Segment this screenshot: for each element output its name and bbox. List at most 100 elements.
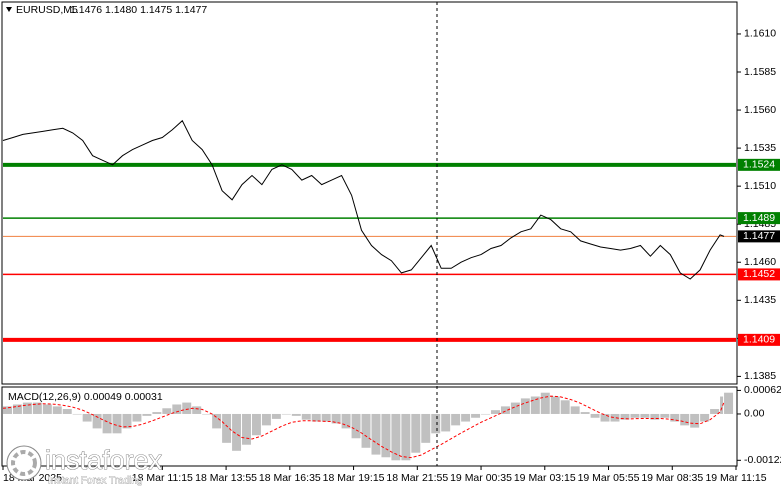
histogram-bar <box>212 413 222 429</box>
histogram-bar <box>82 413 92 422</box>
histogram-bar <box>720 396 724 414</box>
y-tick-label: 0.00 <box>744 408 765 420</box>
level-label: 1.1452 <box>743 268 775 280</box>
macd-frame <box>1 386 738 467</box>
price-line <box>2 119 725 280</box>
histogram-bar <box>301 413 311 420</box>
x-tick-label: 18 Mar 16:35 <box>259 472 321 484</box>
histogram-bar <box>401 413 411 461</box>
histogram-bar <box>381 413 391 458</box>
histogram-bar <box>510 402 520 414</box>
layers: 1.16101.15851.15601.15351.15101.14851.14… <box>2 28 781 484</box>
histogram-bar <box>72 413 82 415</box>
level-label-box <box>738 333 780 346</box>
histogram-bar <box>500 406 510 414</box>
histogram-bar <box>311 413 321 422</box>
y-tick-label: 1.1560 <box>744 104 776 116</box>
histogram-bar <box>441 413 451 432</box>
level-label: 1.1524 <box>743 159 775 171</box>
x-tick-label: 18 Mar 19:15 <box>323 472 385 484</box>
histogram-bar <box>610 413 620 422</box>
level-label-box <box>738 158 780 171</box>
histogram-bar <box>540 392 550 414</box>
histogram-bar <box>391 413 401 461</box>
histogram-bar <box>202 413 212 415</box>
histogram-bar <box>680 413 690 426</box>
last-price-box <box>738 230 780 243</box>
histogram-bar <box>670 413 680 422</box>
main-frame <box>1 1 738 385</box>
x-tick-label: 18 Mar 13:55 <box>195 472 257 484</box>
histogram-bar <box>520 398 530 414</box>
histogram-bar <box>341 413 351 429</box>
y-tick-label: -0.00122 <box>744 454 781 466</box>
level-label: 1.1409 <box>743 334 775 346</box>
histogram-bar <box>451 413 461 426</box>
menu-triangle <box>6 7 12 12</box>
y-tick-label: 1.1460 <box>744 256 776 268</box>
x-tick-label: 19 Mar 05:55 <box>578 472 640 484</box>
histogram-bar <box>640 413 650 418</box>
histogram-bar <box>351 413 361 439</box>
histogram-bar <box>471 413 481 418</box>
histogram-bar <box>530 396 540 414</box>
y-tick-label: 1.1585 <box>744 66 776 78</box>
level-label-box <box>738 212 780 225</box>
histogram-bar <box>152 412 162 414</box>
x-tick-label: 19 Mar 03:15 <box>514 472 576 484</box>
histogram-bar <box>620 413 630 420</box>
signal-line <box>2 395 725 459</box>
histogram-bar <box>371 413 381 455</box>
x-tick-label: 19 Mar 08:35 <box>641 472 703 484</box>
histogram-bar <box>92 413 102 429</box>
logo: instaforex Instant Forex Trading <box>6 445 163 487</box>
histogram-bar <box>560 400 570 414</box>
level-label-box <box>738 268 780 281</box>
histogram-bar <box>112 413 122 434</box>
histogram-bar <box>62 409 72 414</box>
x-tick-label: 18 Mar 11:15 <box>132 472 193 484</box>
histogram-bar <box>281 413 291 415</box>
x-tick-label: 18 Mar 21:55 <box>386 472 448 484</box>
histogram-bar <box>321 413 331 422</box>
histogram-bar <box>361 413 371 448</box>
ohlc: 1.1476 1.1480 1.1475 1.1477 <box>70 4 207 16</box>
last-price-label: 1.1477 <box>743 230 775 242</box>
y-tick-label: 1.1510 <box>744 180 776 192</box>
histogram-bar <box>291 413 301 416</box>
histogram-bar <box>590 413 600 418</box>
histogram-bar <box>132 413 142 422</box>
histogram-bar <box>700 413 710 422</box>
y-tick-label: 1.1535 <box>744 142 776 154</box>
histogram-bar <box>491 410 500 414</box>
histogram-bar <box>261 413 271 426</box>
x-tick-label: 19 Mar 11:15 <box>705 472 766 484</box>
histogram-bar <box>222 413 232 443</box>
histogram-bar <box>411 413 421 453</box>
histogram-bar <box>724 392 734 414</box>
histogram-bar <box>710 409 720 414</box>
histogram-bar <box>122 413 132 429</box>
x-tick-label: 19 Mar 00:35 <box>450 472 512 484</box>
histogram-bar <box>271 413 281 419</box>
histogram-bar <box>12 404 22 414</box>
macd-title: MACD(12,26,9) 0.00049 0.00031 <box>8 391 163 403</box>
histogram-bar <box>102 413 112 434</box>
histogram-bar <box>421 413 431 443</box>
histogram-bar <box>192 406 202 414</box>
logo-mark <box>11 450 37 476</box>
y-tick-label: 0.00062 <box>744 384 781 396</box>
histogram-bar <box>630 413 640 418</box>
level-label: 1.1489 <box>743 212 775 224</box>
y-tick-label: 1.1385 <box>744 370 776 382</box>
y-tick-label: 1.1435 <box>744 294 776 306</box>
histogram-bar <box>431 413 441 434</box>
histogram-bar <box>580 412 590 414</box>
histogram-bar <box>570 406 580 414</box>
histogram-bar <box>3 406 12 414</box>
histogram-bar <box>242 413 251 445</box>
histogram-bar <box>232 413 242 451</box>
histogram-bar <box>182 402 192 414</box>
